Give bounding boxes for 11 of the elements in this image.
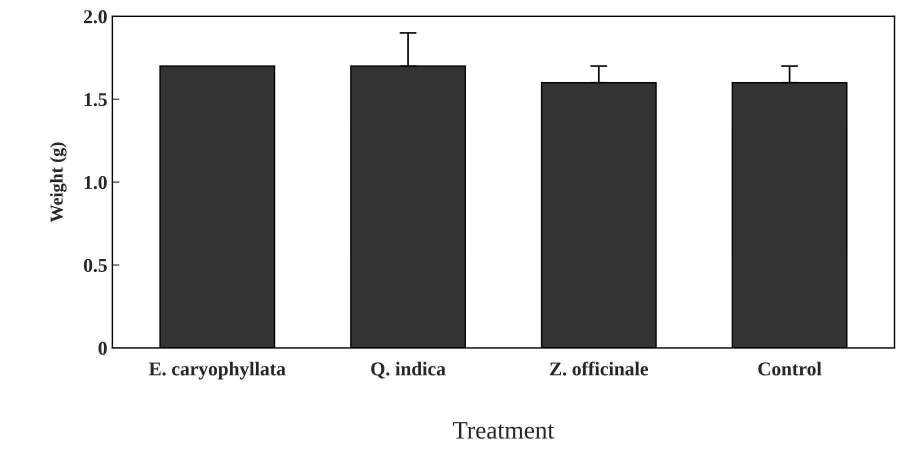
x-axis-title: Treatment: [452, 422, 554, 439]
x-tick-label: Q. indica: [371, 362, 446, 378]
y-tick-label: 1.5: [84, 93, 107, 106]
y-tick-label: 1.0: [84, 176, 107, 190]
x-tick-label: Z. officinale: [550, 362, 648, 376]
y-tick-label: 2.0: [84, 10, 107, 24]
x-tick-label: E. caryophyllata: [149, 362, 286, 380]
y-tick-label: 0: [98, 342, 107, 355]
y-tick-label: 0.5: [84, 258, 107, 272]
y-axis-title: Weight (g): [50, 142, 67, 222]
x-tick-label: Control: [758, 362, 822, 376]
